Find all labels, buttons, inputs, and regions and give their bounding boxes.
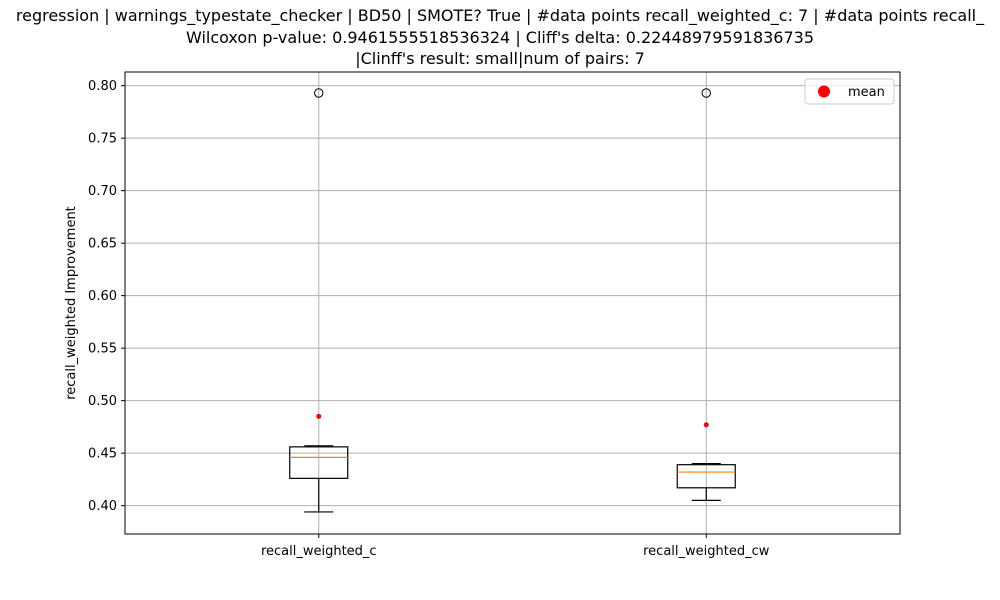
plot-area-frame — [124, 71, 901, 535]
y-tick-label: 0.50 — [88, 394, 117, 409]
y-tick-label: 0.55 — [88, 342, 117, 357]
x-tick-label: recall_weighted_cw — [643, 544, 770, 559]
y-tick-label: 0.60 — [88, 289, 117, 304]
box-recall_weighted_c — [289, 88, 349, 513]
boxes — [289, 88, 736, 513]
chart-title-line-1: regression | warnings_typestate_checker … — [15, 6, 985, 25]
y-tick-label: 0.65 — [88, 237, 117, 252]
y-tick-label: 0.45 — [88, 447, 117, 462]
box-recall_weighted_cw — [676, 88, 736, 501]
x-axis: recall_weighted_c recall_weighted_cw — [261, 534, 770, 559]
y-tick-label: 0.40 — [88, 499, 117, 514]
chart-title-line-2: Wilcoxon p-value: 0.9461555518536324 | C… — [185, 28, 815, 47]
iqr-box — [289, 446, 349, 479]
chart-title-line-3: |Clinff's result: small|num of pairs: 7 — [355, 49, 645, 68]
legend-label-mean: mean — [848, 85, 885, 100]
x-tick-label: recall_weighted_c — [261, 544, 377, 559]
outlier-point — [701, 88, 711, 98]
mean-point — [316, 413, 322, 419]
mean-point — [703, 422, 709, 428]
grid — [125, 72, 900, 534]
legend-box — [804, 78, 895, 105]
iqr-box — [676, 464, 736, 489]
legend: mean — [804, 78, 895, 105]
y-tick-label: 0.70 — [88, 184, 117, 199]
outlier-point — [314, 88, 324, 98]
y-axis-label: recall_weighted Improvement — [64, 206, 79, 400]
y-tick-label: 0.75 — [88, 132, 117, 147]
legend-marker-mean — [818, 85, 830, 98]
y-tick-label: 0.80 — [88, 79, 117, 94]
y-axis: 0.40 0.45 0.50 0.55 0.60 0.65 0.70 0.75 0.80 — [88, 79, 125, 514]
